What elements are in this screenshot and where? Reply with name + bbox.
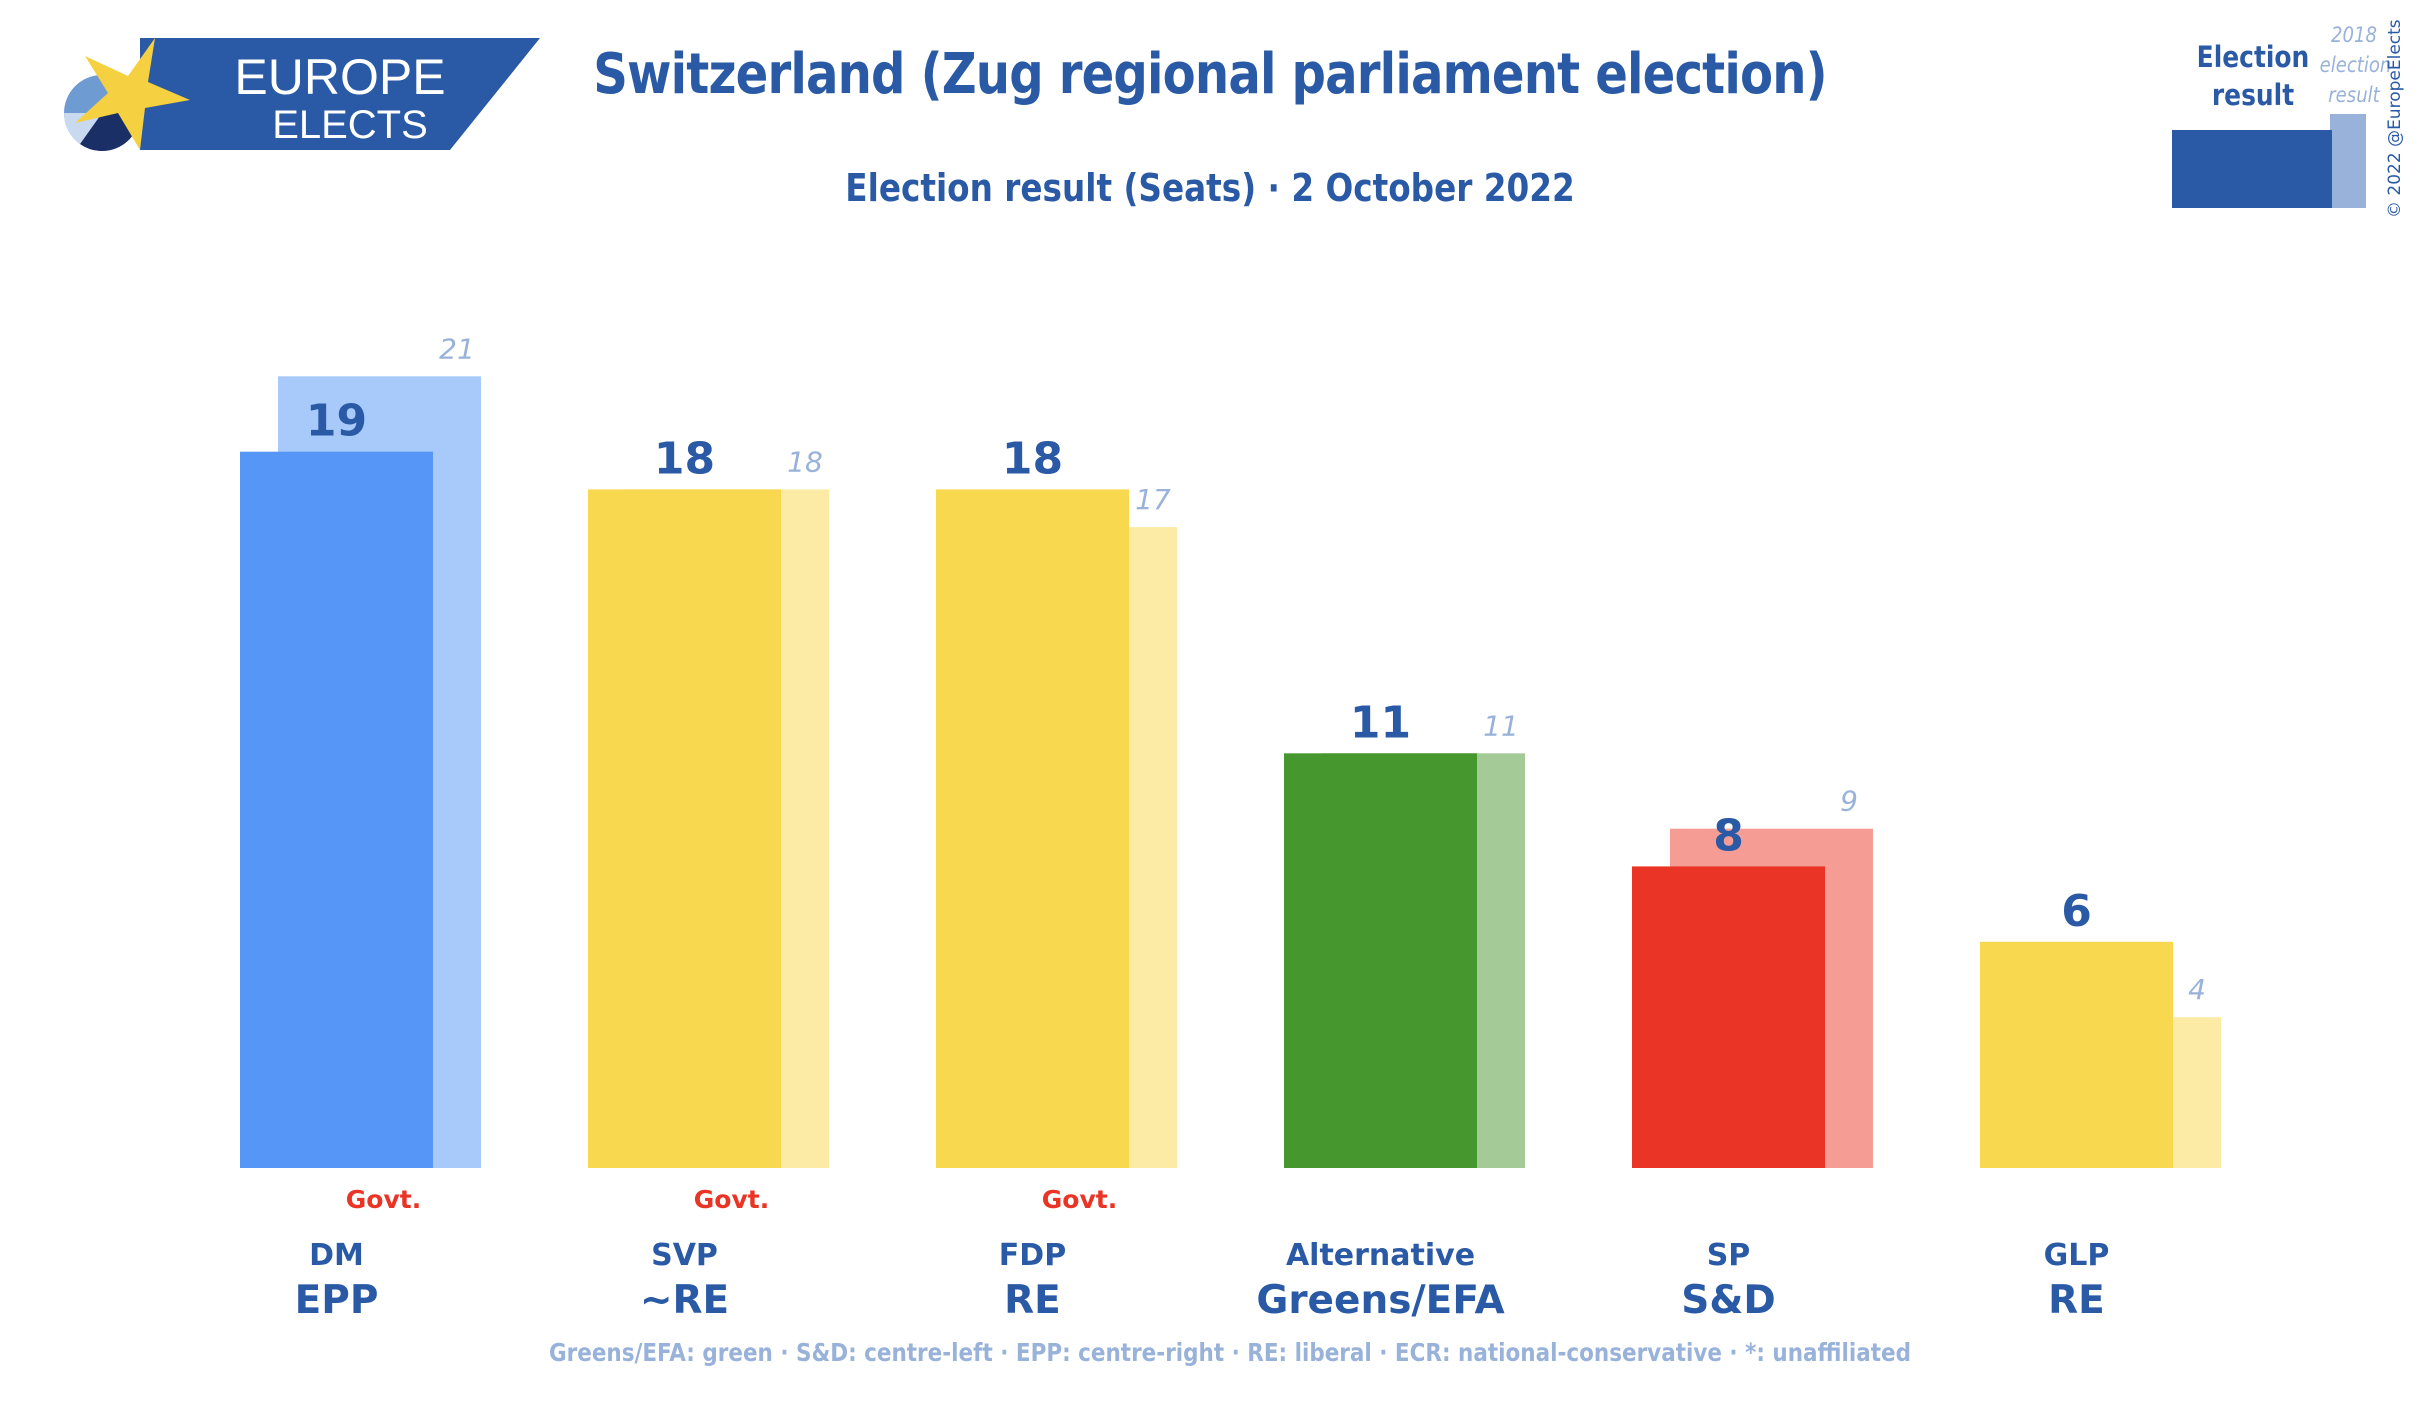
party-group-label: ~RE [640,1278,729,1323]
govt-label: Govt. [1042,1185,1117,1214]
bar-current [936,489,1129,1168]
data-label-previous: 17 [1135,483,1171,516]
europe-elects-logo: EUROPE ELECTS [63,38,540,152]
logo-banner [140,38,540,150]
party-name-label: DM [309,1238,364,1273]
bar-current [1632,866,1825,1168]
chart-title: Switzerland (Zug regional parliament ele… [593,42,1827,107]
data-label-previous: 4 [2188,973,2206,1006]
party-name-label: SVP [651,1238,718,1273]
data-label-current: 11 [1350,697,1411,748]
bar-current [1980,941,2173,1168]
logo-line1: EUROPE [234,49,445,105]
party-group-label: Greens/EFA [1256,1278,1504,1323]
legend-swatch-current [2172,130,2332,208]
govt-label: Govt. [346,1185,421,1214]
party-name-label: FDP [999,1238,1066,1273]
party-name-label: Alternative [1286,1238,1475,1273]
bar-current [240,451,433,1168]
data-label-current: 18 [1002,433,1063,484]
legend: Election result 2018 election result [2170,20,2392,220]
data-label-previous: 18 [787,445,823,478]
data-label-previous: 21 [439,332,475,365]
party-group-label: RE [2048,1278,2105,1323]
chart-subtitle: Election result (Seats) · 2 October 2022 [845,166,1575,210]
bar-current [1284,753,1477,1168]
copyright-notice: © 2022 @EuropeElects [2385,19,2405,218]
legend-swatch-previous [2330,114,2366,208]
logo-line2: ELECTS [272,103,428,147]
data-label-previous: 11 [1483,709,1519,742]
govt-label: Govt. [694,1185,769,1214]
logo-pie-slice-icon [63,113,102,144]
party-name-label: SP [1707,1238,1751,1273]
data-label-previous: 9 [1840,785,1858,818]
party-group-label: RE [1004,1278,1061,1323]
party-group-label: S&D [1681,1278,1775,1323]
party-name-label: GLP [2044,1238,2110,1273]
group-legend-footnote: Greens/EFA: green · S&D: centre-left · E… [548,1338,1912,1367]
legend-label-current: Election result [2196,40,2310,112]
party-group-label: EPP [295,1278,379,1323]
legend-label-previous: 2018 election result [2319,23,2392,107]
data-label-current: 6 [2061,886,2092,937]
bar-chart: 19 21 Govt. DM EPP 18 18 Govt. SVP ~RE 18 17 Govt. FD… [240,332,2221,1323]
data-label-current: 18 [654,433,715,484]
data-label-current: 19 [306,396,367,447]
bar-current [588,489,781,1168]
data-label-current: 8 [1713,810,1744,861]
star-icon [75,38,190,150]
